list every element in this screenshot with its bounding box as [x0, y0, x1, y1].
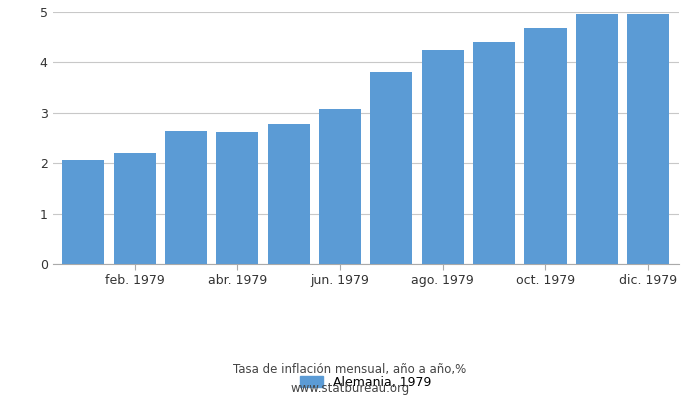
- Bar: [627, 14, 669, 264]
- Bar: [267, 124, 310, 264]
- Bar: [113, 153, 155, 264]
- Bar: [216, 132, 258, 264]
- Text: Tasa de inflación mensual, año a año,%: Tasa de inflación mensual, año a año,%: [233, 364, 467, 376]
- Legend: Alemania, 1979: Alemania, 1979: [300, 376, 431, 389]
- Bar: [421, 50, 464, 264]
- Bar: [370, 72, 412, 264]
- Bar: [62, 160, 104, 264]
- Bar: [524, 28, 566, 264]
- Bar: [165, 132, 207, 264]
- Bar: [576, 14, 618, 264]
- Bar: [473, 42, 515, 264]
- Text: www.statbureau.org: www.statbureau.org: [290, 382, 410, 395]
- Bar: [319, 109, 361, 264]
